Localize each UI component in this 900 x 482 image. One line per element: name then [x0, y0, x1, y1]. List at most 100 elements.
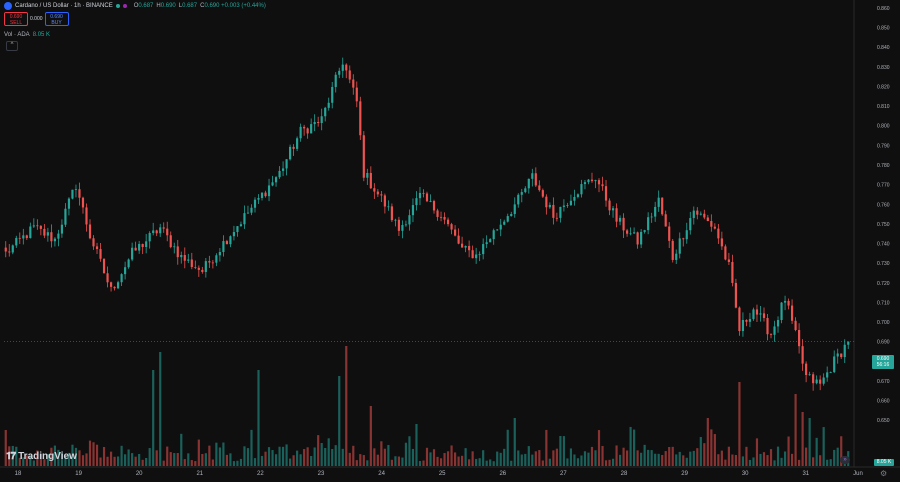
candle-body: [253, 199, 257, 208]
buy-label: BUY: [51, 20, 62, 26]
candle-body: [503, 221, 506, 225]
candle-body: [755, 309, 759, 315]
candle-body: [194, 267, 197, 268]
volume-bar: [492, 461, 495, 466]
candle-body: [243, 213, 246, 225]
volume-bar: [464, 448, 467, 466]
volume-bar: [362, 455, 365, 466]
y-tick-label: 0.750: [877, 222, 890, 228]
buy-button[interactable]: 0.690 BUY: [44, 12, 69, 26]
volume-bar: [116, 456, 120, 466]
volume-legend[interactable]: Vol · ADA 8.05 K: [4, 32, 50, 38]
candle-body: [187, 259, 190, 261]
volume-bar: [576, 458, 580, 466]
candle-body: [450, 224, 453, 230]
candle-body: [380, 194, 383, 196]
volume-bar: [211, 459, 214, 466]
x-tick-label: 18: [15, 471, 22, 477]
candle-body: [590, 179, 594, 182]
volume-bar: [359, 454, 362, 466]
candle-body: [359, 101, 362, 136]
candle-body: [99, 249, 102, 259]
candle-body: [689, 218, 692, 231]
candle-body: [699, 213, 702, 215]
candle-body: [836, 353, 839, 357]
candle-body: [562, 205, 565, 207]
go-to-realtime-icon[interactable]: »: [840, 456, 850, 464]
last-price-tag: 0.690 56:16: [872, 355, 894, 369]
volume-bar: [678, 451, 681, 466]
x-tick-label: 26: [499, 471, 506, 477]
volume-bar: [218, 447, 221, 466]
candle-body: [331, 86, 334, 103]
candle-body: [218, 252, 221, 256]
candle-body: [404, 224, 408, 226]
sell-button[interactable]: 0.690 SELL: [4, 12, 28, 26]
volume-bar: [601, 445, 604, 466]
volume-bar: [215, 442, 218, 466]
volume-bar: [124, 454, 127, 466]
volume-bar: [790, 453, 794, 466]
volume-bar: [60, 452, 64, 466]
volume-bar: [345, 346, 348, 466]
volume-bar: [453, 452, 457, 466]
candle-body: [296, 138, 299, 149]
candle-body: [640, 231, 643, 245]
symbol-title[interactable]: Cardano / US Dollar · 1h · BINANCE: [15, 3, 113, 9]
volume-bar: [538, 450, 541, 466]
tradingview-logo[interactable]: 𝟏𝟕 TradingView: [6, 451, 77, 462]
candle-body: [57, 233, 60, 239]
volume-bar: [257, 370, 260, 466]
y-tick-label: 0.730: [877, 261, 890, 267]
candle-body: [176, 246, 179, 258]
sell-price: 0.690: [9, 14, 23, 20]
candle-body: [197, 267, 200, 270]
ohlc-close: C0.690 +0.003 (+0.44%): [200, 3, 266, 9]
candle-body: [499, 224, 502, 230]
volume-bar: [755, 438, 759, 466]
candle-body: [11, 245, 14, 253]
candle-body: [446, 219, 450, 225]
candle-body: [468, 245, 471, 251]
volume-bar: [668, 447, 671, 466]
volume-bar: [752, 457, 755, 466]
candle-body: [415, 198, 418, 206]
gear-icon[interactable]: ⚙: [880, 469, 888, 478]
y-tick-label: 0.710: [877, 300, 890, 306]
volume-bar: [43, 459, 46, 466]
volume-bar: [422, 460, 425, 466]
candle-body: [29, 226, 32, 239]
volume-bar: [253, 458, 257, 466]
volume-bar: [734, 454, 738, 466]
volume-bar: [531, 454, 534, 466]
candle-body: [18, 237, 21, 239]
volume-bar: [808, 418, 811, 466]
volume-bar: [675, 454, 678, 466]
volume-bar: [720, 450, 723, 466]
candle-body: [678, 238, 681, 254]
chevron-up-icon[interactable]: ^: [6, 41, 18, 51]
volume-bar: [783, 451, 787, 466]
candle-body: [422, 192, 425, 194]
volume-bar: [703, 443, 706, 466]
y-tick-label: 0.860: [877, 6, 890, 12]
volume-bar: [594, 450, 597, 466]
volume-bar: [113, 456, 116, 466]
candle-body: [43, 228, 46, 236]
candle-body: [524, 188, 527, 193]
volume-bar: [731, 454, 734, 466]
volume-bar: [169, 452, 172, 466]
volume-bar: [341, 448, 344, 466]
candle-body: [401, 225, 404, 231]
candle-body: [713, 226, 716, 229]
volume-bar: [260, 455, 264, 466]
y-tick-label: 0.830: [877, 65, 890, 71]
volume-bar: [102, 447, 106, 466]
x-tick-label: 30: [742, 471, 749, 477]
volume-bar: [657, 453, 660, 466]
volume-bar: [67, 452, 71, 466]
volume-bar: [152, 370, 155, 466]
volume-bar: [622, 447, 625, 466]
volume-bar: [432, 449, 436, 466]
